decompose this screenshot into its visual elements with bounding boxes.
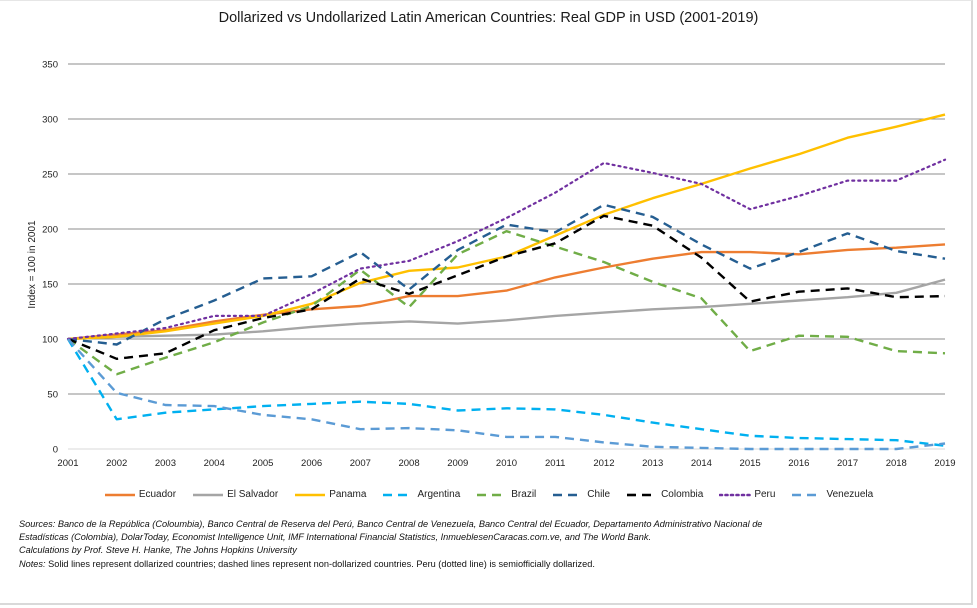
series-line-el-salvador xyxy=(67,278,946,341)
x-tick-label: 2004 xyxy=(204,458,225,469)
series-lines xyxy=(66,113,947,451)
legend-label: Ecuador xyxy=(138,489,177,500)
sources-text-cont: Estadísticas (Colombia), DolarToday, Eco… xyxy=(19,532,652,543)
legend-item-argentina: Argentina xyxy=(382,489,460,500)
sources-text: Sources: Banco de la República (Coloumbi… xyxy=(19,519,763,529)
legend-label: Chile xyxy=(587,489,611,500)
gridlines xyxy=(68,63,945,450)
series-line-colombia xyxy=(67,214,946,360)
legend-swatch xyxy=(627,493,658,496)
x-tick-label: 2005 xyxy=(252,458,273,469)
x-tick-label: 2008 xyxy=(398,458,419,469)
legend-item-colombia: Colombia xyxy=(626,489,703,500)
legend: Ecuador El Salvador Panama Argentina Brazil C… xyxy=(0,489,977,500)
x-tick-label: 2001 xyxy=(57,458,78,469)
x-tick-label: 2014 xyxy=(691,458,712,469)
x-tick-label: 2018 xyxy=(886,458,907,469)
calculations-text: Calculations by Prof. Steve H. Hanke, Th… xyxy=(19,545,297,556)
x-tick-label: 2019 xyxy=(934,458,955,469)
legend-label: Panama xyxy=(329,489,367,500)
series-line-brazil xyxy=(67,229,946,376)
x-tick-label: 2011 xyxy=(545,458,565,469)
legend-swatch xyxy=(719,493,752,496)
series-line-argentina xyxy=(66,338,946,447)
y-axis-label: Index = 100 in 2001 xyxy=(27,220,38,309)
legend-label: Colombia xyxy=(661,489,704,500)
legend-label: Peru xyxy=(754,489,776,500)
legend-item-panama: Panama xyxy=(294,489,366,500)
x-tick-label: 2016 xyxy=(788,458,809,469)
x-tick-label: 2013 xyxy=(642,458,663,469)
x-tick-label: 2012 xyxy=(593,458,614,469)
x-tick-label: 2002 xyxy=(106,458,127,469)
x-tick-label: 2007 xyxy=(350,458,371,469)
legend-label: Venezuela xyxy=(826,489,874,500)
legend-item-ecuador: Ecuador xyxy=(104,489,176,500)
y-tick-label: 300 xyxy=(42,115,58,126)
chart-notes: Sources: Banco de la República (Coloumbi… xyxy=(19,518,762,571)
legend-swatch xyxy=(295,493,326,496)
y-tick-label: 150 xyxy=(42,280,58,291)
legend-swatch xyxy=(383,493,414,496)
y-tick-label: 0 xyxy=(53,445,58,456)
x-tick-label: 2009 xyxy=(447,458,468,469)
y-tick-label: 200 xyxy=(42,225,58,236)
x-tick-label: 2017 xyxy=(837,458,858,469)
x-tick-label: 2015 xyxy=(740,458,761,469)
legend-label: Brazil xyxy=(511,489,537,500)
y-tick-label: 250 xyxy=(42,170,58,181)
y-tick-label: 350 xyxy=(42,60,58,71)
legend-item-brazil: Brazil xyxy=(476,489,536,500)
legend-swatch xyxy=(193,493,224,496)
series-line-ecuador xyxy=(67,243,946,341)
legend-label: El Salvador xyxy=(227,489,279,500)
legend-item-el-salvador: El Salvador xyxy=(192,489,278,500)
legend-swatch xyxy=(477,493,508,496)
y-tick-label: 100 xyxy=(42,335,58,346)
series-line-venezuela xyxy=(67,338,946,451)
legend-item-peru: Peru xyxy=(719,489,775,500)
x-tick-labels: 2001 2002 2003 2004 2005 2006 2007 2008 2009 2010… xyxy=(57,458,955,469)
notes-text: Notes: Solid lines represent dollarized … xyxy=(19,558,595,569)
x-tick-label: 2010 xyxy=(496,458,517,469)
y-tick-labels: 0 50 100 150 200 250 300 350 xyxy=(42,60,58,456)
legend-swatch xyxy=(104,493,135,496)
legend-item-chile: Chile xyxy=(552,489,610,500)
legend-swatch xyxy=(792,493,823,496)
y-tick-label: 50 xyxy=(47,390,58,401)
chart-title: Dollarized vs Undollarized Latin America… xyxy=(218,10,759,26)
legend-label: Argentina xyxy=(417,489,461,500)
x-tick-label: 2006 xyxy=(301,458,322,469)
legend-swatch xyxy=(553,493,584,496)
x-tick-label: 2003 xyxy=(155,458,176,469)
legend-item-venezuela: Venezuela xyxy=(791,489,873,500)
series-line-peru xyxy=(66,158,947,341)
series-line-chile xyxy=(67,203,946,346)
